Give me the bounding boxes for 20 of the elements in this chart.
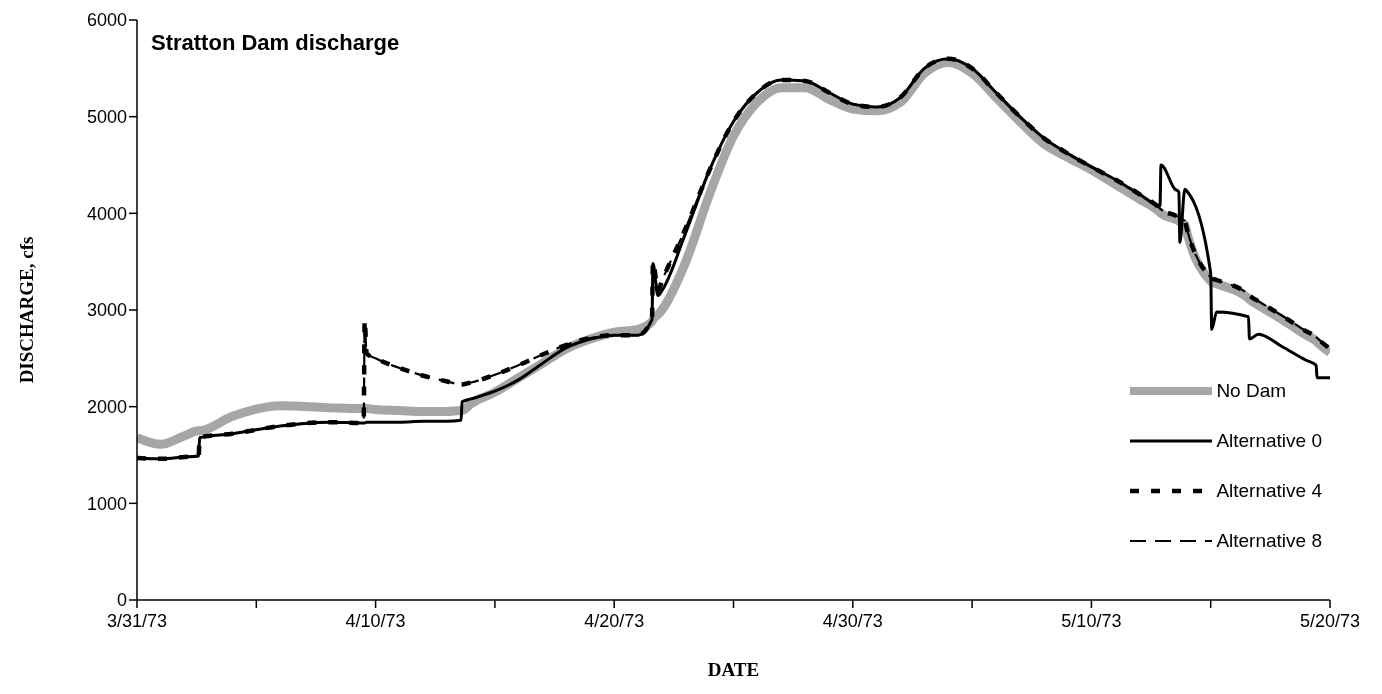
- legend-label: No Dam: [1216, 380, 1287, 402]
- legend-label: Alternative 4: [1216, 480, 1322, 502]
- y-tick-label: 2000: [86, 397, 127, 418]
- y-tick-label: 6000: [86, 10, 127, 31]
- legend-label: Alternative 0: [1216, 430, 1322, 452]
- x-tick-label: 5/10/73: [1061, 610, 1122, 631]
- y-tick-label: 4000: [86, 203, 127, 224]
- x-tick-label: 4/20/73: [584, 610, 645, 631]
- y-tick-label: 5000: [86, 107, 127, 128]
- y-axis-title: DISCHARGE, cfs: [15, 236, 37, 384]
- x-axis-title: DATE: [707, 659, 760, 680]
- legend-label: Alternative 8: [1216, 530, 1322, 552]
- y-tick-label: 0: [116, 590, 127, 611]
- x-tick-label: 4/30/73: [822, 610, 883, 631]
- x-tick-label: 3/31/73: [106, 610, 168, 631]
- text: Stratton Dam discharge: [151, 30, 400, 56]
- y-tick-label: 3000: [86, 300, 127, 321]
- y-tick-label: 1000: [86, 493, 127, 514]
- x-tick-label: 5/20/73: [1299, 610, 1361, 631]
- x-tick-label: 4/10/73: [345, 610, 406, 631]
